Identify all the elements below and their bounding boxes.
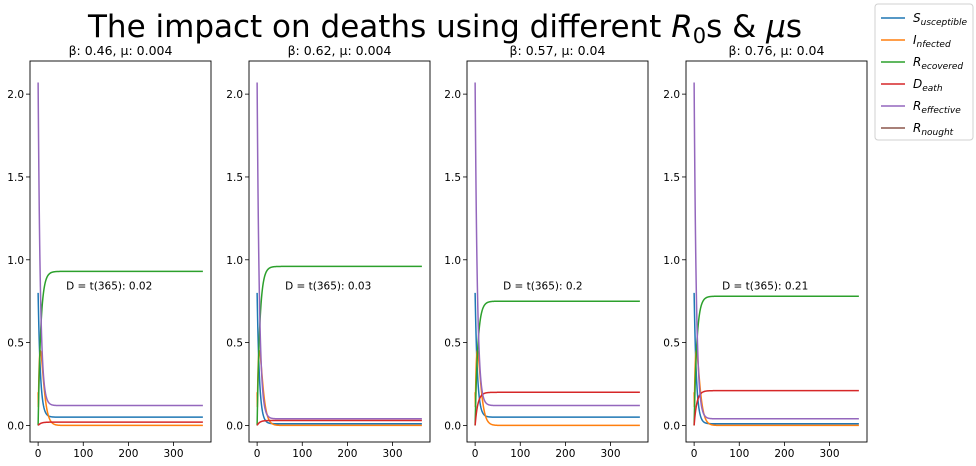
y-tick-label: 1.5 — [663, 172, 680, 184]
legend-label: Rnought — [913, 121, 954, 138]
series-line-r — [693, 295, 859, 426]
panel-title: β: 0.46, μ: 0.004 — [69, 43, 173, 58]
series-line-s — [37, 292, 203, 418]
suptitle-mu-symbol: μ — [765, 9, 786, 45]
panel-2: β: 0.62, μ: 0.004 D = t(365): 0.03 0 100 200… — [226, 43, 431, 460]
x-tick-label: 0 — [472, 448, 479, 460]
panel-title: β: 0.62, μ: 0.004 — [288, 43, 392, 58]
axes-frame — [466, 60, 649, 443]
legend-entry: Reffective — [881, 99, 961, 116]
y-tick-label: 0.0 — [663, 420, 680, 432]
y-tick-label: 1.5 — [444, 172, 461, 184]
deaths-annotation: D = t(365): 0.21 — [722, 281, 808, 293]
legend-entry: Death — [881, 77, 943, 94]
panels: β: 0.46, μ: 0.004 D = t(365): 0.02 0 100 200… — [7, 43, 868, 460]
series-line-i — [693, 349, 859, 427]
legend-label: Death — [913, 77, 943, 94]
panel-4: β: 0.76, μ: 0.04 D = t(365): 0.21 0 100 200 3… — [663, 43, 868, 460]
y-tick-label: 2.0 — [226, 89, 243, 101]
y-tick-label: 0.0 — [444, 420, 461, 432]
deaths-annotation: D = t(365): 0.03 — [285, 281, 371, 293]
axes-frame — [248, 60, 431, 443]
legend-entry: Susceptible — [881, 11, 967, 28]
panel-3: β: 0.57, μ: 0.04 D = t(365): 0.2 0 100 200 30… — [444, 43, 649, 460]
y-tick-label: 0.5 — [7, 338, 24, 350]
y-tick-label: 2.0 — [663, 89, 680, 101]
y-tick-label: 1.0 — [444, 255, 461, 267]
panel-title: β: 0.57, μ: 0.04 — [510, 43, 606, 58]
x-tick-label: 200 — [118, 448, 138, 460]
deaths-annotation: D = t(365): 0.02 — [66, 281, 152, 293]
series-line-s — [474, 292, 640, 418]
y-tick-label: 2.0 — [7, 89, 24, 101]
axes-frame — [29, 60, 212, 443]
y-tick-label: 0.0 — [226, 420, 243, 432]
series-line-d — [474, 391, 640, 426]
x-tick-label: 200 — [774, 448, 794, 460]
y-tick-label: 1.0 — [663, 255, 680, 267]
panel-1: β: 0.46, μ: 0.004 D = t(365): 0.02 0 100 200… — [7, 43, 212, 460]
x-tick-label: 100 — [729, 448, 749, 460]
suptitle-r-symbol: R — [671, 9, 693, 45]
x-tick-label: 100 — [292, 448, 312, 460]
suptitle-subscript: 0 — [693, 24, 706, 48]
y-tick-label: 1.5 — [226, 172, 243, 184]
axes-frame — [685, 60, 868, 443]
series-line-d — [256, 419, 422, 426]
series-line-reff — [474, 82, 640, 407]
legend: Susceptible Infected Recovered Death Reffect… — [874, 3, 974, 141]
legend-label: Infected — [913, 33, 951, 50]
series-line-s — [693, 292, 859, 425]
y-tick-label: 2.0 — [444, 89, 461, 101]
x-tick-label: 0 — [35, 448, 42, 460]
x-tick-label: 200 — [337, 448, 357, 460]
x-tick-label: 300 — [601, 448, 621, 460]
deaths-annotation: D = t(365): 0.2 — [503, 281, 582, 293]
x-tick-label: 300 — [164, 448, 184, 460]
x-tick-label: 100 — [73, 448, 93, 460]
y-tick-label: 1.0 — [7, 255, 24, 267]
chart-suptitle: The impact on deaths using different R0s… — [87, 9, 802, 48]
y-tick-label: 0.5 — [444, 338, 461, 350]
series-line-i — [474, 349, 640, 427]
series-line-r — [474, 300, 640, 426]
legend-entry: Recovered — [881, 55, 963, 72]
x-tick-label: 0 — [691, 448, 698, 460]
y-tick-label: 0.0 — [7, 420, 24, 432]
legend-label: Recovered — [913, 55, 963, 72]
y-tick-label: 0.5 — [663, 338, 680, 350]
series-line-r — [37, 270, 203, 426]
series-line-d — [693, 389, 859, 426]
y-tick-label: 1.0 — [226, 255, 243, 267]
series-line-i — [37, 349, 203, 427]
legend-label: Susceptible — [913, 11, 967, 28]
series-line-r — [256, 265, 422, 426]
x-tick-label: 200 — [555, 448, 575, 460]
suptitle-text-end: s — [786, 9, 802, 45]
series-line-reff — [693, 82, 859, 420]
y-tick-label: 1.5 — [7, 172, 24, 184]
series-line-reff — [256, 82, 422, 420]
series-line-s — [256, 292, 422, 425]
x-tick-label: 300 — [820, 448, 840, 460]
legend-entry: Rnought — [881, 121, 954, 138]
panel-title: β: 0.76, μ: 0.04 — [729, 43, 825, 58]
series-line-d — [37, 421, 203, 426]
series-line-i — [256, 349, 422, 427]
x-tick-label: 0 — [254, 448, 261, 460]
suptitle-text: s & — [706, 9, 766, 45]
x-tick-label: 100 — [510, 448, 530, 460]
y-tick-label: 0.5 — [226, 338, 243, 350]
series-line-reff — [37, 82, 203, 407]
x-tick-label: 300 — [383, 448, 403, 460]
legend-label: Reffective — [913, 99, 961, 116]
legend-entry: Infected — [881, 33, 951, 50]
